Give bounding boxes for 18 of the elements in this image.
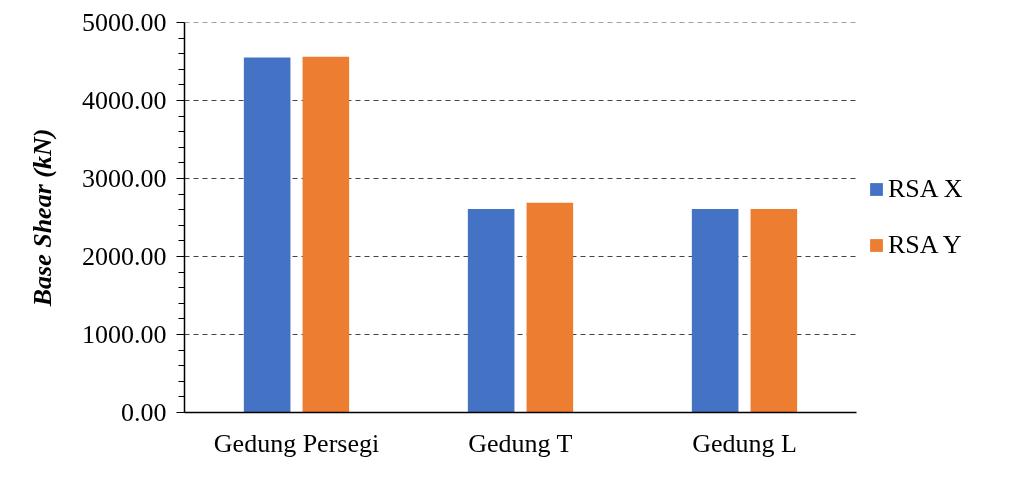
y-tick-label: 4000.00 (82, 86, 167, 115)
x-tick-label: Gedung T (468, 428, 573, 458)
legend-label: RSA Y (888, 230, 962, 260)
x-tick-label: Gedung Persegi (213, 428, 380, 458)
y-tick-label: 5000.00 (82, 8, 167, 37)
y-tick-label: 2000.00 (82, 242, 167, 271)
x-tick-label: Gedung L (692, 428, 797, 458)
bar (302, 56, 350, 413)
y-tick-label: 3000.00 (82, 164, 167, 193)
legend-label: RSA X (888, 174, 963, 204)
bar (526, 202, 574, 413)
bar (750, 208, 798, 413)
y-axis-title: Base Shear (kN) (28, 128, 57, 308)
bar (691, 208, 739, 413)
y-tick-label: 1000.00 (82, 320, 167, 349)
bar (243, 57, 291, 413)
bar (467, 208, 515, 413)
y-tick-label: 0.00 (121, 398, 167, 427)
